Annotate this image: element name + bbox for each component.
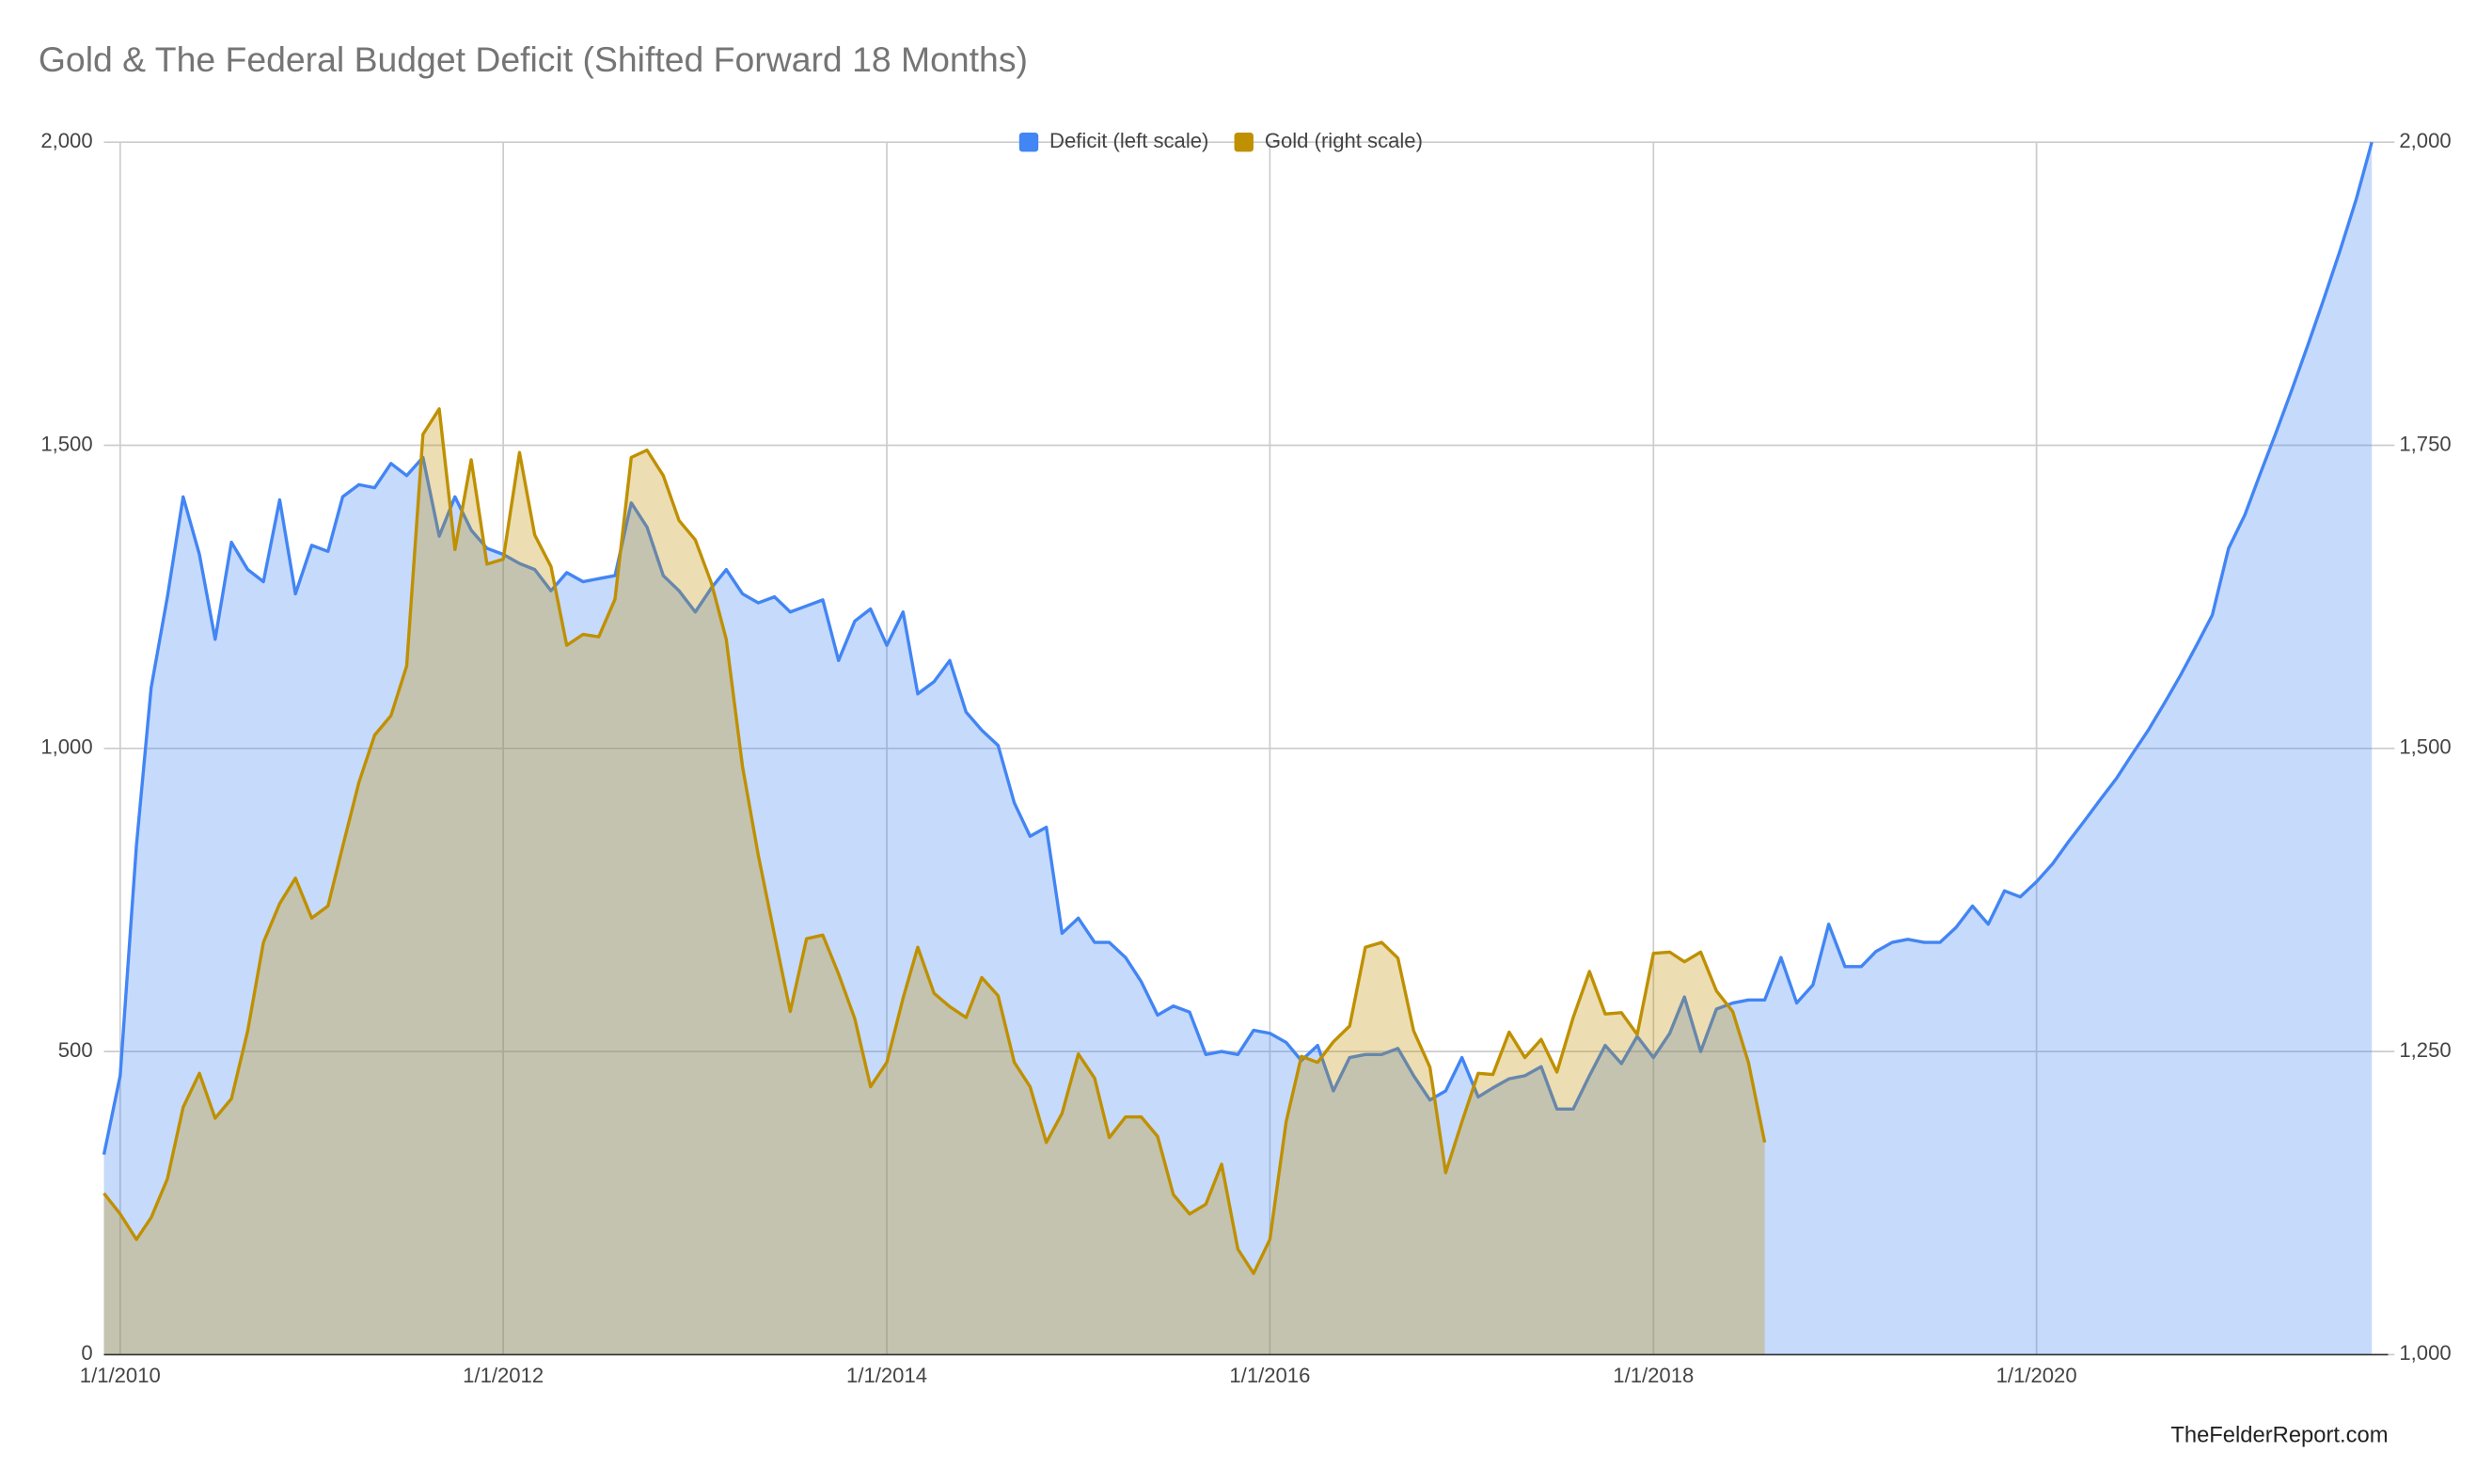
x-tick-label: 1/1/2016 [1229,1364,1310,1387]
chart-title: Gold & The Federal Budget Deficit (Shift… [39,39,1028,79]
y2-tick-label: 2,000 [2399,129,2451,152]
area-fill [103,142,2373,1355]
area-fill [103,408,1765,1355]
y-tick-label: 2,000 [40,129,92,152]
x-tick-label: 1/1/2010 [80,1364,161,1387]
legend-swatch [1018,132,1039,152]
y-tick-label: 1,500 [40,432,92,455]
x-tick-label: 1/1/2012 [463,1364,544,1387]
y2-tick-label: 1,000 [2399,1341,2451,1365]
y-tick-label: 500 [58,1038,93,1062]
y2-tick-label: 1,750 [2399,432,2451,455]
legend-swatch [1234,132,1254,152]
y-tick-label: 0 [81,1341,92,1365]
y2-tick-label: 1,250 [2399,1038,2451,1062]
source: TheFelderReport.com [2170,1422,2388,1447]
x-tick-label: 1/1/2018 [1613,1364,1694,1387]
line [102,141,2374,1156]
y2-tick-label: 1,500 [2399,735,2451,759]
x-tick-label: 1/1/2020 [1996,1364,2077,1387]
x-tick-label: 1/1/2014 [846,1364,927,1387]
y-tick-label: 1,000 [40,735,92,759]
legend-label: Deficit (left scale) [1049,129,1208,152]
line [103,407,1767,1275]
legend-label: Gold (right scale) [1265,129,1423,152]
